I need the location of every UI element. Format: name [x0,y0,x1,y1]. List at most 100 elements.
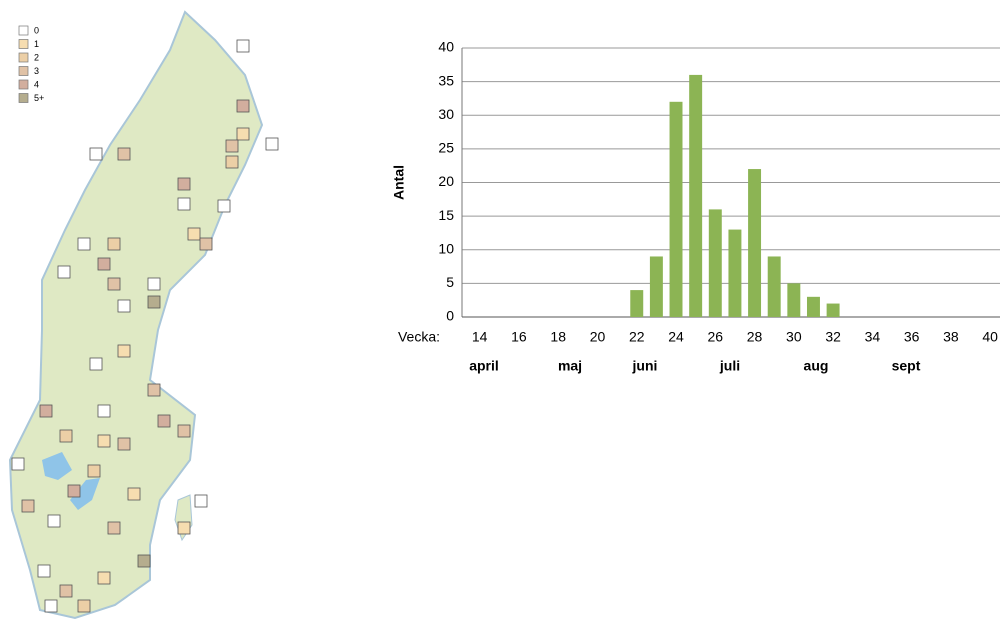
cell [97,257,111,271]
bar [708,209,722,317]
month-label: juli [719,358,740,374]
x-tick-label: 32 [825,329,841,345]
cell [199,237,213,251]
cell [236,99,250,113]
cell [177,424,191,438]
legend: 0 1 2 3 4 5+ [18,25,44,103]
x-tick-label: 22 [629,329,645,345]
bar [767,256,781,317]
y-tick-label: 20 [438,173,454,189]
legend-swatch [18,39,29,49]
cell [107,521,121,535]
cell [97,434,111,448]
y-tick-label: 15 [438,207,454,223]
y-tick-label: 0 [446,308,454,324]
month-label: maj [558,358,582,374]
y-tick-label: 10 [438,240,454,256]
legend-swatch [18,79,29,90]
cell [265,137,279,151]
cell [236,39,250,53]
cell [11,457,25,471]
cell [225,139,239,153]
cell [107,237,121,251]
cell [89,147,103,161]
month-label: juni [632,358,658,374]
y-tick-label: 35 [438,72,454,88]
x-tick-label: 16 [511,329,527,345]
cell [59,584,73,598]
cell [127,487,141,501]
y-tick-label: 5 [446,274,454,290]
cell [87,464,101,478]
x-tick-label: 20 [590,329,606,345]
x-tick-label: 36 [904,329,920,345]
x-axis-label: Vecka: [398,329,440,345]
month-label: april [469,358,499,374]
cell [117,147,131,161]
x-tick-label: 40 [982,329,998,345]
legend-label: 0 [34,25,39,35]
legend-label: 3 [34,66,39,76]
legend-swatch [18,66,29,76]
cell [147,295,161,309]
cell [57,265,71,279]
x-tick-label: 38 [943,329,959,345]
cell [117,437,131,451]
y-tick-label: 30 [438,106,454,122]
cell [37,564,51,578]
cell [44,599,58,613]
chart: 0 5 10 15 20 25 30 35 40 14 16 18 20 22 24 26 28 30 32 34 36… [391,39,1000,374]
x-tick-label: 30 [786,329,802,345]
cell [147,277,161,291]
map-land [8,10,264,620]
cell [217,199,231,213]
cell [177,177,191,191]
cell [117,344,131,358]
x-tick-label: 14 [472,329,488,345]
lake [70,478,100,510]
month-label: aug [804,358,829,374]
x-tick-label: 26 [708,329,724,345]
cell [107,277,121,291]
cell [147,383,161,397]
x-tick-label: 24 [668,329,684,345]
bar [806,296,820,317]
x-tick-label: 34 [865,329,881,345]
cell [187,227,201,241]
bar [630,290,644,317]
legend-swatch [18,25,29,36]
legend-label: 4 [34,79,39,89]
y-axis-label: Antal [391,165,407,200]
cell [177,197,191,211]
bar [826,303,840,317]
legend-label: 1 [34,39,39,49]
cell [39,404,53,418]
bar [728,229,742,317]
cell [177,521,191,535]
legend-label: 5+ [34,93,44,103]
bar [787,283,801,317]
cell [59,429,73,443]
y-tick-label: 25 [438,140,454,156]
cell [117,299,131,313]
bar [649,256,663,317]
cell [67,484,81,498]
y-tick-label: 40 [438,39,454,55]
cell [97,571,111,585]
bar [669,101,683,317]
cell [225,155,239,169]
x-tick-label: 28 [747,329,763,345]
map [8,10,279,620]
cell [89,357,103,371]
cell [77,599,91,613]
cell [97,404,111,418]
month-label: sept [892,358,921,374]
cell [137,554,151,568]
cell [21,499,35,513]
cell [47,514,61,528]
bar [689,74,703,318]
cell [194,494,208,508]
legend-swatch [18,52,29,63]
legend-label: 2 [34,52,39,62]
